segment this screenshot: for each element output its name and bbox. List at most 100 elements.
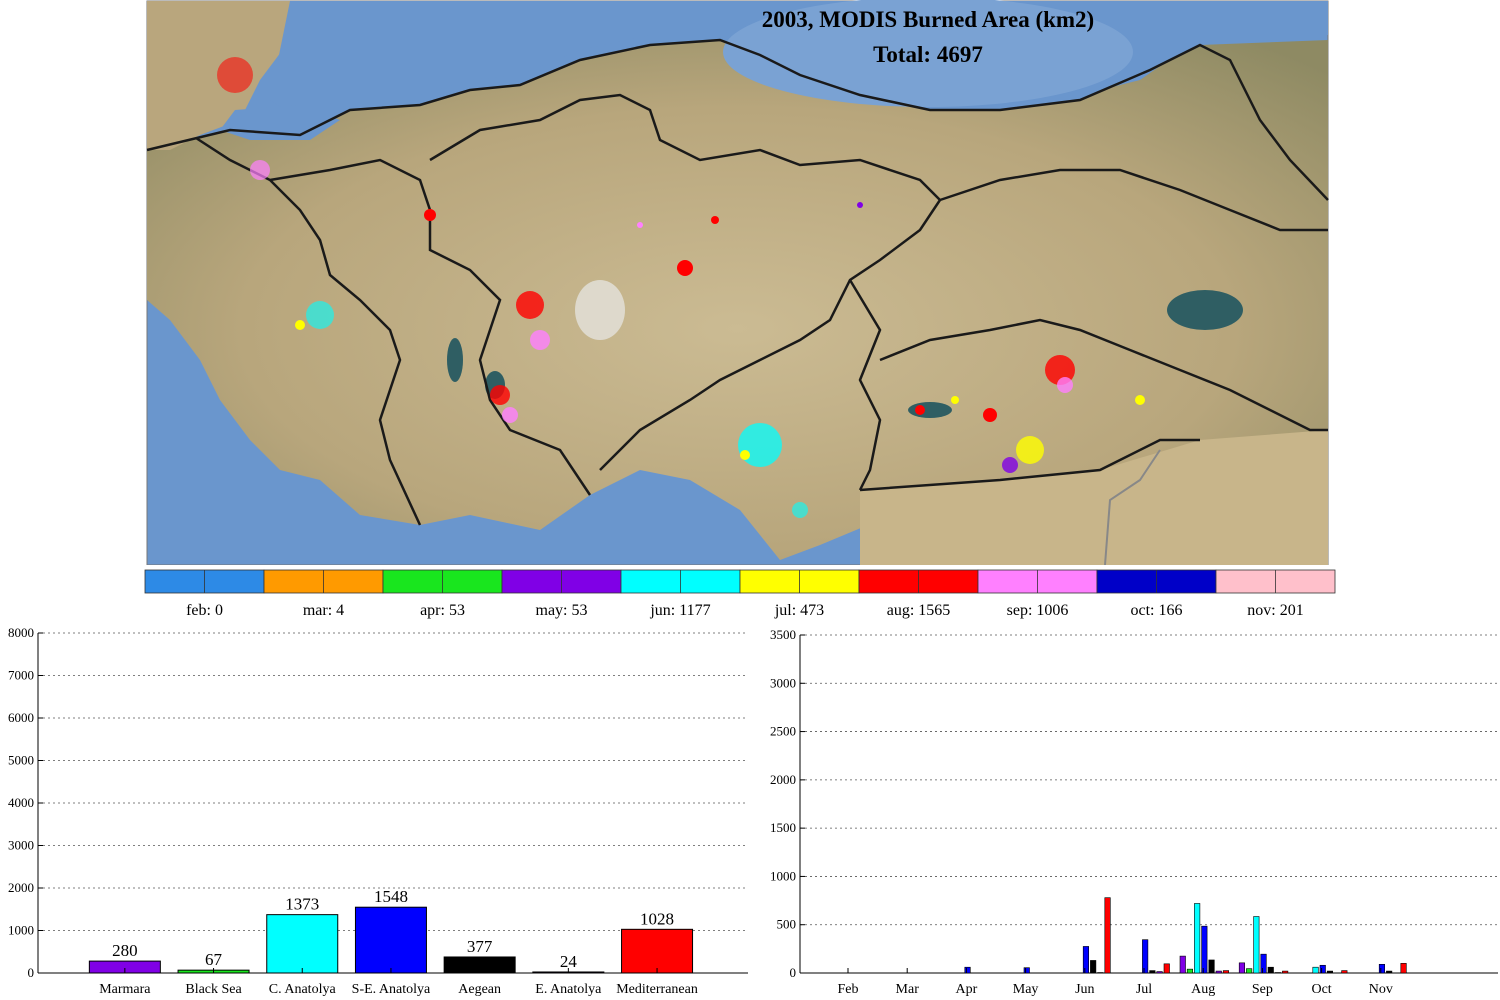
burn-cluster [738, 423, 782, 467]
legend-label: mar: 4 [303, 602, 344, 619]
month-colour-legend: feb: 0 mar: 4 apr: 53 may: 53 jun: 1177 jul: … [144, 569, 1336, 619]
x-tick-label: Aegean [458, 982, 501, 997]
x-tick-label: Jul [1136, 982, 1152, 997]
lake-egirdir [447, 338, 463, 382]
regional-bar-chart: 0 1000 2000 3000 4000 5000 6000 7000 8000 280 Marm… [8, 625, 748, 997]
data-label: 280 [112, 941, 138, 960]
x-tick-label: Feb [838, 982, 859, 997]
bar [1104, 897, 1111, 974]
burn-cluster [530, 330, 550, 350]
map-title-box [723, 0, 1133, 107]
legend-label: aug: 1565 [887, 602, 951, 619]
bar [1194, 903, 1201, 974]
burn-cluster [637, 222, 643, 228]
y-tick-label: 5000 [8, 753, 34, 768]
x-tick-label: Nov [1369, 982, 1393, 997]
burn-cluster [1057, 377, 1073, 393]
y-tick-label: 2000 [8, 880, 34, 895]
lake-van [1167, 290, 1243, 330]
y-tick-label: 1000 [8, 923, 34, 938]
y-tick-label: 7000 [8, 668, 34, 683]
map-title: 2003, MODIS Burned Area (km2) [762, 7, 1094, 32]
bar [1023, 967, 1030, 974]
y-tick-label: 2500 [770, 724, 796, 739]
bar [1090, 960, 1097, 974]
syria-landmass [860, 430, 1328, 565]
y-tick-label: 500 [777, 917, 797, 932]
burn-cluster [490, 385, 510, 405]
y-tick-label: 0 [28, 965, 35, 980]
monthly-regional-bar-chart: 0 500 1000 1500 2000 2500 3000 3500 Feb Mar Apr May… [770, 627, 1498, 997]
x-tick-label: Apr [956, 982, 978, 997]
y-tick-label: 2000 [770, 772, 796, 787]
x-tick-label: C. Anatolya [269, 982, 337, 997]
x-tick-label: Black Sea [185, 982, 242, 997]
x-tick-label: E. Anatolya [535, 982, 602, 997]
bar [266, 914, 339, 974]
bar [1341, 970, 1348, 974]
legend-label: nov: 201 [1247, 602, 1303, 619]
x-tick-label: S-E. Anatolya [352, 982, 431, 997]
burn-cluster [711, 216, 719, 224]
x-tick-label: Aug [1191, 982, 1215, 997]
bar [1082, 946, 1090, 974]
bar [1215, 970, 1222, 974]
bar [1246, 968, 1253, 974]
bar [1253, 916, 1260, 974]
burn-cluster [217, 57, 253, 93]
bar [1267, 966, 1274, 974]
data-label: 377 [467, 937, 493, 956]
bar [1222, 970, 1230, 974]
burn-cluster [915, 405, 925, 415]
burn-clusters [217, 57, 1145, 518]
bar [1378, 964, 1386, 974]
burned-area-map: 2003, MODIS Burned Area (km2) Total: 469… [146, 0, 1329, 565]
bar [1142, 939, 1149, 974]
data-label: 1028 [640, 909, 674, 928]
bar [1319, 964, 1326, 974]
data-label: 24 [560, 952, 578, 971]
data-label: 1548 [374, 887, 408, 906]
bar [1238, 962, 1246, 974]
legend-label: may: 53 [536, 602, 588, 619]
bar [964, 966, 971, 974]
bar [1201, 925, 1208, 974]
bar [1179, 955, 1186, 974]
burn-cluster [250, 160, 270, 180]
syria-border-line [1104, 449, 1161, 565]
data-label: 1373 [285, 895, 319, 914]
bar [1282, 970, 1289, 974]
legend-label: jun: 1177 [649, 602, 710, 619]
map-total: Total: 4697 [873, 42, 983, 67]
y-tick-label: 3500 [770, 627, 796, 642]
burn-cluster [502, 407, 518, 423]
burn-cluster [857, 202, 863, 208]
x-tick-label: Mediterranean [616, 982, 698, 997]
x-tick-label: Mar [896, 982, 920, 997]
bar [1386, 970, 1393, 974]
x-tick-label: Marmara [99, 982, 151, 997]
bar [1186, 968, 1194, 974]
burn-cluster [951, 396, 959, 404]
y-tick-label: 6000 [8, 710, 34, 725]
burn-cluster [295, 320, 305, 330]
y-tick-label: 3000 [770, 675, 796, 690]
x-tick-label: May [1013, 982, 1039, 997]
bar [354, 906, 427, 974]
y-tick-label: 1000 [770, 868, 796, 883]
bar [1208, 959, 1215, 974]
bar [1260, 953, 1267, 974]
y-tick-label: 3000 [8, 838, 34, 853]
ataturk-reservoir [908, 402, 952, 418]
x-tick-label: Sep [1252, 982, 1273, 997]
bar [1149, 970, 1156, 974]
burn-cluster [306, 301, 334, 329]
legend-label: sep: 1006 [1007, 602, 1069, 619]
y-tick-label: 8000 [8, 625, 34, 640]
burn-cluster [1135, 395, 1145, 405]
data-label: 67 [205, 950, 223, 969]
burn-cluster [1002, 457, 1018, 473]
burn-cluster [1016, 436, 1044, 464]
legend-label: oct: 166 [1131, 602, 1183, 619]
legend-label: feb: 0 [186, 602, 223, 619]
